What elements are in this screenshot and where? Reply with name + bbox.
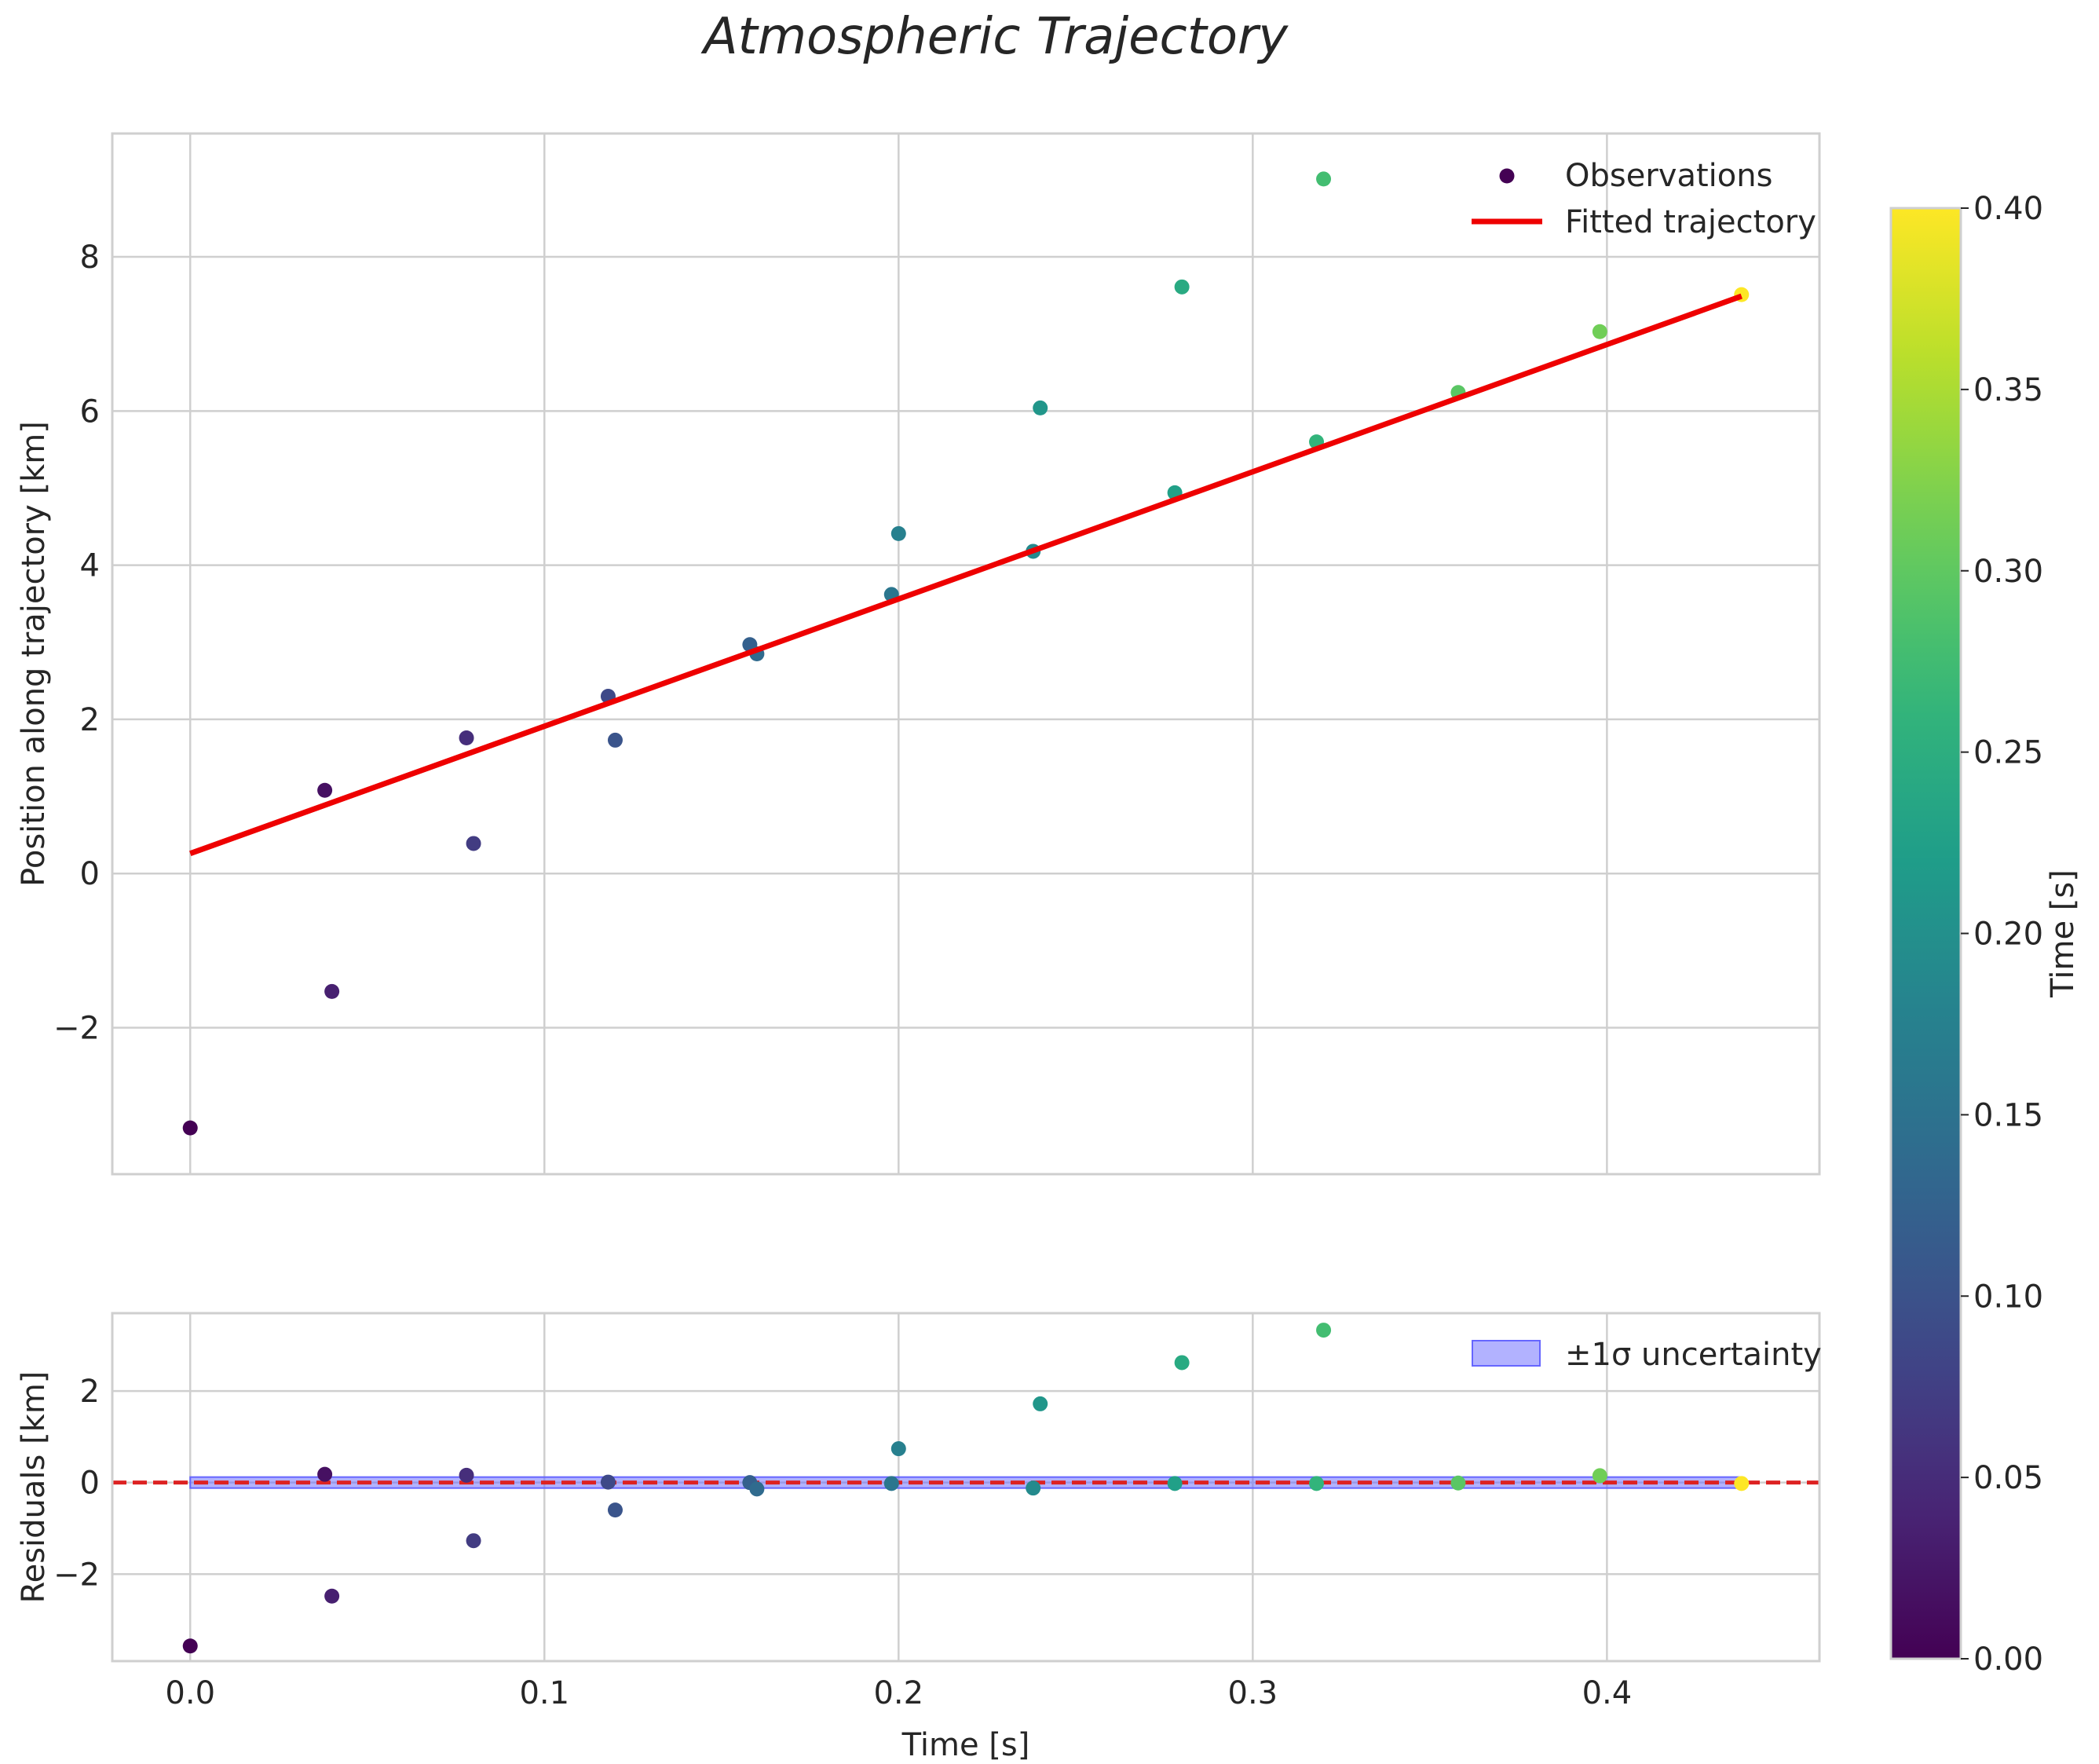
plot-frame — [111, 1312, 1821, 1663]
y-tick-label: −2 — [53, 1557, 100, 1593]
colorbar: 0.00 0.05 0.10 0.15 0.20 0.25 0.30 0.35 0.40 Time… — [1889, 191, 2081, 1678]
observation-point — [466, 836, 481, 851]
fitted-trajectory-line — [189, 293, 1742, 856]
legend-uncertainty-label: ±1σ uncertainty — [1565, 1337, 1822, 1373]
x-tick-label: 0.4 — [1582, 1675, 1633, 1711]
residuals-plot-panel: 0.0 0.1 0.2 0.3 0.4 −2 0 2 Residuals [km] Time [s… — [16, 1312, 1822, 1763]
x-axis-label: Time [s] — [901, 1727, 1030, 1763]
residual-point — [1316, 1323, 1332, 1338]
colorbar-label: Time [s] — [2045, 869, 2081, 998]
y-tick-label: 4 — [80, 548, 100, 584]
observation-point — [890, 525, 906, 541]
residual-point — [1592, 1468, 1607, 1484]
observation-point — [324, 983, 340, 999]
residual-point — [607, 1502, 623, 1518]
residual-point — [1450, 1475, 1466, 1491]
observation-point — [182, 1120, 198, 1136]
y-tick-label: 6 — [80, 393, 100, 430]
residual-point — [883, 1476, 899, 1491]
x-tick-label: 0.3 — [1228, 1675, 1278, 1711]
observation-point — [1316, 171, 1332, 187]
colorbar-tick-label: 0.30 — [1973, 554, 2043, 590]
x-tick-label: 0.2 — [873, 1675, 923, 1711]
residual-point — [1026, 1480, 1041, 1496]
residual-point — [600, 1474, 616, 1490]
residual-point — [459, 1467, 474, 1483]
residual-point — [317, 1466, 333, 1482]
y-tick-label: 2 — [80, 702, 100, 738]
residual-point — [1167, 1476, 1183, 1491]
y-tick-label: 0 — [80, 856, 100, 892]
y-axis-label: Position along trajectory [km] — [16, 421, 52, 887]
colorbar-tick-label: 0.25 — [1973, 735, 2043, 771]
residual-point — [890, 1441, 906, 1457]
plot-area — [112, 134, 1819, 1174]
y-tick-label: 2 — [80, 1374, 100, 1410]
legend-observations-marker — [1499, 168, 1515, 184]
residual-point — [749, 1481, 765, 1497]
plot-frame — [111, 132, 1821, 1176]
residual-point — [1309, 1476, 1325, 1491]
y-axis-label: Residuals [km] — [16, 1371, 52, 1604]
colorbar-tick-label: 0.15 — [1973, 1097, 2043, 1133]
residual-point — [1734, 1476, 1750, 1491]
colorbar-tick-label: 0.10 — [1973, 1279, 2043, 1315]
colorbar-tick-label: 0.40 — [1973, 191, 2043, 227]
colorbar-tick-label: 0.00 — [1973, 1641, 2043, 1678]
colorbar-tick-label: 0.35 — [1973, 372, 2043, 408]
colorbar-tick-label: 0.05 — [1973, 1460, 2043, 1496]
residual-point — [324, 1588, 340, 1604]
observation-point — [607, 732, 623, 748]
x-tick-label: 0.0 — [165, 1675, 215, 1711]
figure-title: Atmospheric Trajectory — [700, 8, 1289, 66]
observation-point — [317, 782, 333, 798]
legend-uncertainty-patch — [1472, 1340, 1541, 1367]
observation-point — [1033, 400, 1048, 415]
observation-point — [1174, 279, 1190, 295]
legend-fit-label: Fitted trajectory — [1565, 204, 1816, 240]
legend-observations-label: Observations — [1565, 158, 1772, 194]
y-tick-label: 8 — [80, 240, 100, 276]
residual-point — [182, 1638, 198, 1654]
residual-point — [1033, 1396, 1048, 1411]
colorbar-tick-label: 0.20 — [1973, 917, 2043, 953]
y-tick-label: 0 — [80, 1466, 100, 1502]
main-plot-panel: −2 0 2 4 6 8 Position along trajectory [km] Obs… — [16, 132, 1821, 1176]
residual-point — [1174, 1355, 1190, 1371]
observation-point — [459, 730, 474, 745]
y-tick-label: −2 — [53, 1011, 100, 1047]
residual-point — [466, 1533, 481, 1549]
x-tick-label: 0.1 — [519, 1675, 569, 1711]
observation-point — [1592, 324, 1607, 339]
colorbar-scale — [1889, 207, 1962, 1660]
